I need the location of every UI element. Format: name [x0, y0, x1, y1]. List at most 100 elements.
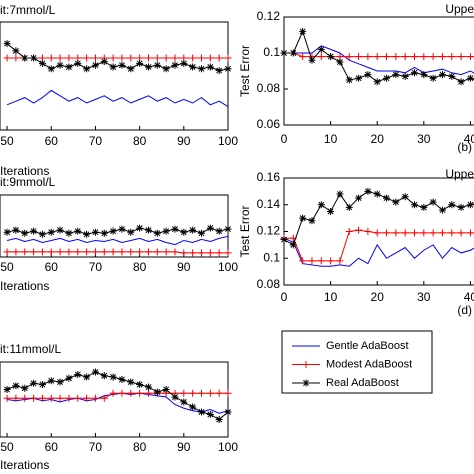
series-marker [83, 394, 91, 402]
x-axis-label: Iterations [0, 279, 49, 293]
y-axis-label: Test Error [238, 205, 252, 257]
series-marker [47, 394, 55, 402]
series-marker [438, 206, 446, 214]
series-marker [215, 67, 223, 75]
series-marker [56, 226, 64, 234]
series-marker [429, 53, 437, 61]
series-marker [136, 224, 144, 232]
series-marker [100, 248, 108, 256]
series-marker [336, 257, 344, 265]
series-marker [206, 63, 214, 71]
series-marker [83, 54, 91, 62]
series-marker [215, 389, 223, 397]
series-marker [3, 394, 11, 402]
series-marker [171, 248, 179, 256]
series-marker [289, 241, 297, 249]
series-marker [171, 225, 179, 233]
series-marker [30, 248, 38, 256]
series-marker [74, 394, 82, 402]
series-marker [429, 229, 437, 237]
series-marker [91, 228, 99, 236]
series-marker [180, 228, 188, 236]
series-marker [144, 248, 152, 256]
series-marker [91, 394, 99, 402]
series-marker [153, 54, 161, 62]
series-marker [74, 248, 82, 256]
series-marker [100, 58, 108, 66]
series-marker [197, 408, 205, 416]
x-tick-label: 50 [0, 440, 14, 454]
series-marker [118, 376, 126, 383]
series-marker [136, 381, 144, 388]
series-marker [56, 248, 64, 256]
series-marker [345, 76, 353, 84]
panel-title: it:9mmol/L [0, 175, 56, 189]
series-marker [100, 372, 108, 380]
series-marker [83, 373, 91, 381]
legend-label: Gentle AdaBoost [326, 340, 409, 352]
series-marker [364, 228, 372, 235]
series-marker [118, 225, 126, 233]
x-tick-label: 70 [89, 440, 103, 454]
series-marker [466, 74, 474, 82]
series-marker [392, 71, 400, 79]
series-marker [224, 249, 232, 257]
x-tick-label: 40 [464, 290, 474, 304]
series-marker [144, 63, 152, 71]
series-marker [438, 71, 446, 79]
series-marker [466, 229, 474, 237]
series-marker [144, 389, 152, 397]
series-marker [180, 389, 188, 397]
series-marker [56, 394, 64, 402]
series-marker [91, 368, 99, 376]
series-marker [118, 61, 126, 69]
series-marker [289, 49, 297, 57]
series-line [284, 229, 474, 262]
series-marker [197, 229, 205, 237]
y-tick-label: 0.1 [263, 45, 280, 59]
series-marker [91, 61, 99, 69]
series-marker [38, 394, 46, 402]
series-marker [345, 53, 353, 61]
series-marker [206, 224, 214, 232]
series-marker [420, 229, 428, 237]
series-marker [466, 53, 474, 61]
x-tick-label: 60 [45, 440, 59, 454]
series-marker [21, 394, 29, 402]
x-tick-label: 20 [371, 132, 385, 146]
series-marker [21, 384, 29, 392]
series-marker [308, 56, 316, 64]
series-marker [383, 53, 391, 61]
series-marker [118, 54, 126, 62]
series-marker [162, 248, 170, 256]
series-marker [162, 65, 170, 73]
series-marker [12, 47, 20, 55]
x-tick-label: 90 [177, 134, 191, 148]
series-marker [448, 229, 456, 237]
series-marker [299, 214, 307, 222]
series-marker [317, 257, 325, 265]
series-marker [373, 229, 381, 237]
series-marker [30, 379, 38, 387]
panel-title: it:11mmol/L [0, 342, 61, 356]
series-marker [171, 393, 179, 401]
series-marker [429, 198, 437, 206]
series-marker [355, 53, 363, 61]
legend-marker [302, 361, 310, 368]
legend-marker [302, 379, 310, 387]
series-marker [197, 389, 205, 397]
series-marker [38, 59, 46, 67]
series-marker [91, 54, 99, 62]
series-marker [457, 229, 465, 237]
series-marker [65, 63, 73, 71]
series-line [6, 227, 228, 235]
x-tick-label: 10 [324, 132, 338, 146]
series-marker [317, 45, 325, 53]
x-tick-label: 10 [324, 290, 338, 304]
series-marker [308, 257, 316, 265]
series-marker [457, 53, 465, 61]
series-marker [280, 49, 288, 57]
x-axis-label: Iterations [0, 164, 49, 178]
series-marker [153, 61, 161, 69]
